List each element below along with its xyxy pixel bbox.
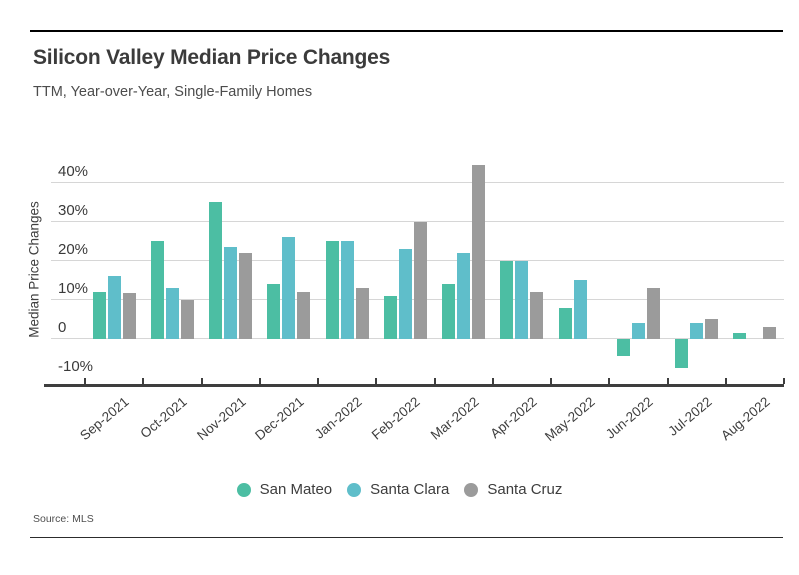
bar-santa-cruz-jun-2022: [646, 288, 660, 339]
bar-san-mateo-apr-2022: [500, 260, 514, 339]
bar-san-mateo-jun-2022: [616, 338, 630, 357]
legend-dot-santa-clara: [347, 482, 362, 497]
chart-legend: San Mateo Santa Clara Santa Cruz: [0, 481, 799, 498]
y-tick-label-40: 40%: [58, 162, 89, 180]
page-title: Silicon Valley Median Price Changes: [33, 46, 391, 69]
legend-dot-san-mateo: [236, 482, 251, 497]
bar-santa-cruz-nov-2021: [239, 252, 253, 339]
bar-santa-cruz-apr-2022: [530, 292, 544, 339]
chart-subtitle: TTM, Year-over-Year, Single-Family Homes: [33, 84, 313, 100]
legend-item-san-mateo: San Mateo: [236, 481, 333, 498]
x-tick: [258, 378, 261, 384]
legend-dot-santa-cruz: [464, 482, 479, 497]
legend-label-san-mateo: San Mateo: [259, 481, 333, 498]
bar-santa-cruz-oct-2021: [180, 299, 194, 339]
bar-san-mateo-jan-2022: [325, 241, 339, 339]
y-tick-label-0: 0: [58, 318, 67, 336]
bar-san-mateo-jul-2022: [675, 338, 689, 369]
bar-santa-clara-jun-2022: [631, 323, 645, 339]
bar-santa-clara-jan-2022: [340, 241, 354, 339]
source-note: Source: MLS: [33, 513, 94, 525]
x-tick: [491, 378, 494, 384]
bar-santa-clara-nov-2021: [224, 247, 238, 339]
bar-santa-cruz-mar-2022: [472, 164, 486, 339]
x-tick: [724, 378, 727, 384]
y-tick-label-20: 20%: [58, 240, 89, 258]
bar-san-mateo-dec-2021: [267, 284, 281, 339]
bar-santa-clara-jul-2022: [690, 323, 704, 339]
x-tick: [783, 378, 785, 384]
y-tick-label--10: -10%: [58, 358, 94, 375]
bar-santa-cruz-jan-2022: [355, 288, 369, 339]
bar-santa-clara-mar-2022: [457, 252, 471, 339]
x-tick: [666, 378, 669, 384]
bar-santa-cruz-sep-2021: [122, 292, 136, 339]
bar-santa-clara-apr-2022: [515, 260, 529, 339]
y-tick-label-30: 30%: [58, 201, 89, 219]
bar-santa-clara-oct-2021: [165, 288, 179, 339]
bar-santa-cruz-jul-2022: [705, 319, 719, 339]
x-tick: [317, 378, 319, 384]
legend-item-santa-cruz: Santa Cruz: [464, 481, 562, 498]
bar-san-mateo-sep-2021: [92, 292, 106, 339]
bar-santa-clara-sep-2021: [107, 276, 121, 339]
bar-santa-clara-may-2022: [573, 280, 587, 339]
x-tick: [84, 378, 86, 384]
bar-san-mateo-aug-2022: [733, 333, 747, 339]
x-tick: [550, 378, 552, 384]
bar-san-mateo-oct-2021: [150, 241, 164, 339]
bar-san-mateo-nov-2021: [209, 202, 223, 339]
legend-item-santa-clara: Santa Clara: [347, 481, 449, 498]
y-tick-label-10: 10%: [58, 279, 89, 297]
bar-san-mateo-may-2022: [558, 307, 572, 339]
gridline-40: [51, 182, 784, 184]
y-axis-title: Median Price Changes: [26, 201, 42, 338]
bar-san-mateo-mar-2022: [442, 284, 456, 339]
bar-santa-clara-dec-2021: [282, 237, 296, 339]
bottom-divider: [30, 537, 783, 538]
bar-san-mateo-feb-2022: [383, 295, 397, 339]
bar-santa-cruz-feb-2022: [413, 221, 427, 339]
x-tick: [200, 378, 203, 384]
legend-label-santa-cruz: Santa Cruz: [487, 481, 563, 498]
x-axis-line: [44, 384, 784, 387]
x-tick: [142, 378, 145, 384]
x-tick: [433, 378, 436, 384]
legend-label-santa-clara: Santa Clara: [370, 481, 450, 498]
bar-santa-cruz-dec-2021: [297, 292, 311, 339]
top-divider: [30, 30, 783, 32]
bar-santa-clara-feb-2022: [398, 249, 412, 339]
bar-santa-cruz-aug-2022: [763, 327, 777, 339]
gridline-0: [51, 338, 784, 340]
x-tick: [375, 378, 378, 384]
x-tick: [608, 378, 611, 384]
plot-area: 40% 30% 20% 10% 0 -10% Sep-2021 Oct-2021 Nov-202…: [44, 162, 785, 444]
